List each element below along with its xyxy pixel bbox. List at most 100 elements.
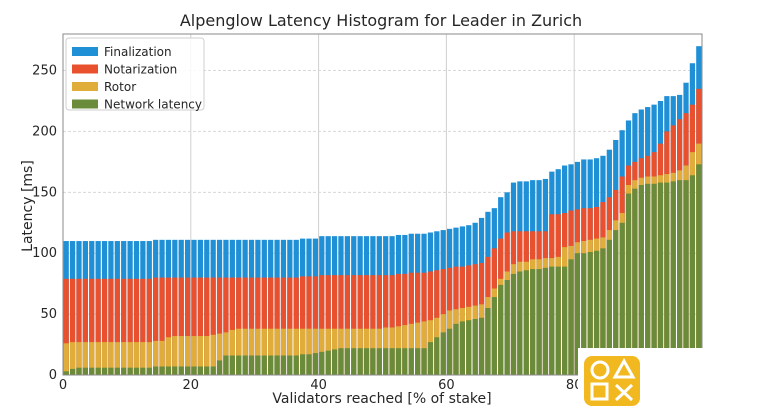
bar-rotor: [101, 342, 108, 375]
bar-network-latency: [536, 269, 542, 375]
bar-network-latency: [517, 271, 523, 375]
bar-notarization: [319, 275, 325, 375]
bar-network-latency: [408, 348, 414, 375]
bar-rotor: [159, 340, 165, 375]
bar-rotor: [95, 342, 101, 375]
bar-notarization: [146, 278, 152, 375]
bar-network-latency: [395, 348, 402, 375]
bar-network-latency: [261, 355, 267, 375]
bar-rotor: [312, 328, 319, 375]
bar-network-latency: [383, 348, 389, 375]
bar-network-latency: [549, 266, 555, 375]
bar-notarization: [344, 275, 350, 375]
bar-notarization: [261, 277, 267, 375]
bar-rotor: [140, 342, 146, 375]
bar-network-latency: [491, 297, 497, 375]
bar-notarization: [216, 277, 223, 375]
bar-rotor: [255, 328, 261, 375]
bar-rotor: [300, 328, 306, 375]
x-tick-label: 60: [438, 378, 455, 393]
bar-network-latency: [389, 348, 395, 375]
bar-network-latency: [325, 350, 331, 375]
bar-notarization: [293, 277, 299, 375]
bar-notarization: [153, 277, 159, 375]
bar-network-latency: [229, 355, 235, 375]
bar-notarization: [127, 278, 133, 375]
bar-network-latency: [587, 252, 593, 375]
bar-network-latency: [568, 259, 574, 375]
bar-rotor: [114, 342, 120, 375]
bars-group: [63, 46, 702, 376]
y-tick-label: 0: [49, 368, 57, 383]
bar-network-latency: [427, 342, 434, 375]
bar-network-latency: [165, 366, 172, 375]
bar-notarization: [69, 278, 76, 375]
bar-network-latency: [523, 270, 529, 375]
bar-rotor: [274, 328, 280, 375]
bar-notarization: [140, 278, 146, 375]
bar-network-latency: [530, 269, 536, 375]
legend-swatch: [72, 64, 98, 74]
bar-network-latency: [319, 351, 325, 375]
bar-notarization: [95, 278, 101, 375]
bar-network-latency: [664, 182, 670, 375]
bar-notarization: [383, 275, 389, 375]
bar-network-latency: [287, 355, 293, 375]
y-axis-label: Latency [ms]: [20, 160, 36, 252]
bar-network-latency: [510, 273, 517, 375]
bar-network-latency: [638, 185, 644, 375]
bar-notarization: [287, 277, 293, 375]
bar-notarization: [389, 275, 395, 375]
watermark-icon: [584, 356, 640, 406]
bar-network-latency: [440, 332, 446, 376]
bar-network-latency: [82, 367, 88, 375]
bar-rotor: [223, 332, 229, 376]
bar-notarization: [159, 277, 165, 375]
bar-rotor: [197, 336, 204, 375]
legend-label: Rotor: [104, 80, 136, 94]
bar-network-latency: [344, 348, 350, 375]
bar-network-latency: [274, 355, 280, 375]
bar-notarization: [306, 276, 312, 375]
bar-notarization: [363, 275, 370, 375]
legend: Finalization Notarization Rotor Network lat…: [65, 37, 205, 112]
bar-network-latency: [255, 355, 261, 375]
bar-network-latency: [498, 284, 504, 375]
bar-network-latency: [146, 367, 152, 375]
bar-rotor: [121, 342, 127, 375]
bar-notarization: [255, 277, 261, 375]
bar-network-latency: [140, 367, 146, 375]
bar-network-latency: [69, 368, 76, 375]
bar-rotor: [204, 336, 210, 375]
bar-network-latency: [363, 348, 370, 375]
bar-network-latency: [101, 367, 108, 375]
bar-notarization: [229, 277, 235, 375]
bar-network-latency: [216, 360, 223, 375]
bar-notarization: [236, 277, 242, 375]
bar-network-latency: [95, 367, 101, 375]
bar-network-latency: [184, 366, 191, 375]
bar-network-latency: [133, 367, 140, 375]
bar-notarization: [274, 277, 280, 375]
bar-network-latency: [689, 175, 696, 375]
x-tick-label: 20: [183, 378, 200, 393]
bar-network-latency: [446, 328, 453, 375]
bar-rotor: [293, 328, 299, 375]
y-tick-label: 150: [32, 185, 57, 200]
bar-network-latency: [121, 367, 127, 375]
bar-notarization: [191, 277, 197, 375]
bar-network-latency: [472, 318, 478, 375]
bar-notarization: [108, 278, 114, 375]
bar-notarization: [325, 275, 331, 375]
bar-notarization: [280, 277, 287, 375]
y-tick-label: 50: [40, 307, 57, 322]
bar-rotor: [172, 336, 178, 375]
bar-network-latency: [485, 308, 491, 375]
bar-notarization: [184, 277, 191, 375]
bar-rotor: [216, 333, 223, 375]
bar-notarization: [395, 273, 402, 375]
bar-rotor: [82, 342, 88, 375]
legend-frame: [65, 37, 205, 111]
bar-network-latency: [606, 239, 612, 375]
legend-label: Finalization: [104, 45, 172, 59]
